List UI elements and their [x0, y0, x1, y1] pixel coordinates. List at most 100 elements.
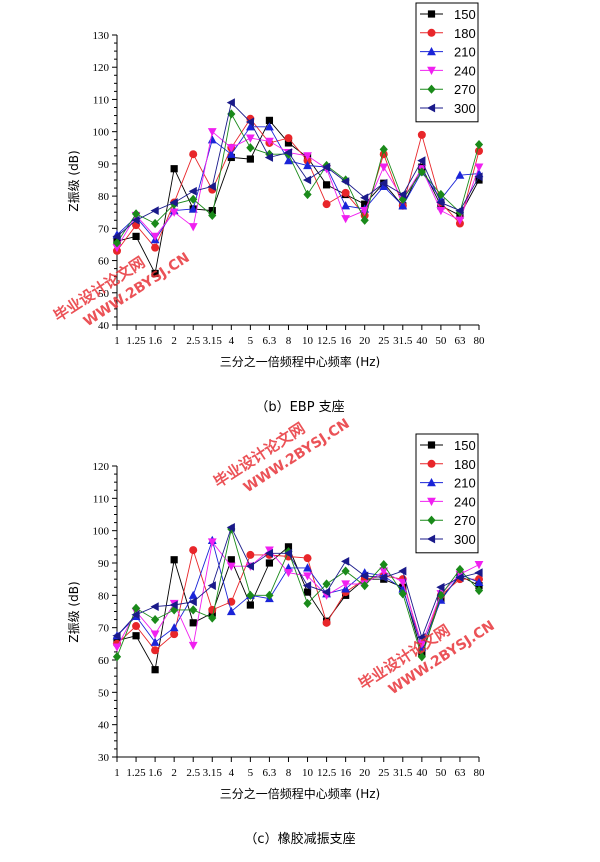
chart-ebp-y-tick-label: 120 [93, 62, 110, 74]
chart-ebp-x-tick-label: 2 [171, 335, 177, 347]
chart-rubber-x-tick-label: 8 [286, 767, 292, 779]
chart-rubber-series-270-point [436, 590, 445, 600]
chart-ebp-series-300-point [207, 182, 216, 191]
chart-rubber-legend-label: 210 [454, 476, 476, 491]
chart-ebp-series-180-point [151, 243, 160, 252]
chart-ebp-series-270-point [379, 144, 388, 154]
chart-rubber-x-tick-label: 3.15 [203, 767, 223, 779]
chart-ebp-series-210-point [245, 122, 255, 131]
chart-rubber-x-tick-label: 63 [454, 767, 466, 779]
chart-rubber-series-270-point [151, 614, 160, 625]
chart-rubber-series-270-point [246, 590, 255, 600]
chart-rubber-series-300-point [321, 587, 331, 597]
chart-rubber-series-300-point [436, 582, 445, 592]
chart-rubber-series-180-point [189, 546, 198, 555]
chart-rubber-series-240-point [474, 561, 484, 570]
chart-ebp-x-tick-label: 1.25 [126, 335, 146, 347]
chart-rubber-series-240-point [341, 580, 351, 589]
chart-ebp-series-150-point [322, 181, 331, 189]
chart-rubber-series [112, 523, 484, 674]
chart-ebp-series-240-point [303, 152, 312, 161]
chart-rubber-series-150-point [284, 543, 293, 551]
chart-rubber-series-300-point [398, 566, 407, 576]
chart-rubber-legend-item-240: 240 [420, 494, 476, 509]
chart-rubber-series-300-point [150, 602, 159, 612]
chart-rubber-legend-label: 180 [454, 457, 476, 472]
chart-rubber-x-tick-label: 12.5 [317, 767, 337, 779]
chart-rubber-series-300-point [131, 610, 140, 620]
chart-ebp-series-270-point [360, 215, 369, 225]
chart-ebp-y-tick-label: 110 [93, 94, 110, 106]
chart-rubber-series-270-point [455, 564, 465, 575]
chart-rubber-y-tick-label: 100 [93, 526, 110, 538]
chart-rubber: 30 40 50 60 70 80 90 100 110 120 1 1.25 1.6 2 2.5 3.15… [67, 433, 485, 847]
chart-ebp-x-tick-label: 2.5 [186, 335, 200, 347]
chart-ebp-legend-label: 300 [454, 101, 476, 116]
chart-ebp-legend-item-210: 210 [420, 45, 476, 60]
chart-rubber-x-tick-label: 10 [302, 767, 314, 779]
chart-ebp-series-150-point [284, 139, 293, 147]
chart-ebp-series-180-point [284, 134, 293, 143]
chart-rubber-series-210-point [303, 563, 312, 572]
chart-rubber-series-270-point [474, 585, 484, 596]
chart-rubber-x-title: 三分之一倍频程中心频率 (Hz) [220, 786, 381, 801]
chart-rubber-x-tick-label: 4 [229, 767, 235, 779]
chart-ebp-series-210-point [455, 170, 465, 179]
chart-rubber-legend-swatch-marker [427, 515, 436, 525]
chart-ebp-caption: （b）EBP 支座 [255, 400, 344, 415]
chart-rubber-x-tick-label: 2 [171, 767, 177, 779]
chart-rubber-x-tick-label: 31.5 [393, 767, 413, 779]
chart-ebp-series-210-point [188, 204, 198, 213]
chart-rubber-series-300-point [112, 631, 121, 641]
watermark-3: 毕业设计论文网 WWW.2BYSJ.CN [355, 618, 497, 698]
chart-ebp-series-240-point [188, 223, 198, 232]
chart-ebp-series-300-point [264, 153, 274, 162]
chart-ebp-y-tick-label: 50 [98, 288, 110, 300]
chart-ebp-legend-swatch-marker [427, 47, 436, 56]
chart-ebp-legend-label: 210 [454, 45, 476, 60]
chart-rubber-series-180-point [322, 618, 331, 627]
chart-ebp-series-180-point [189, 150, 198, 159]
chart-ebp-series-210-point [207, 135, 217, 144]
chart-ebp-series-240-point [379, 163, 389, 172]
chart-ebp-legend-item-270: 270 [420, 82, 476, 97]
chart-rubber-series-270-point [208, 613, 217, 623]
chart-rubber-series-150 [113, 543, 483, 674]
chart-rubber-series-240-point [226, 562, 236, 571]
chart-ebp-series-300-point [379, 178, 388, 188]
chart-ebp-x-tick-label: 12.5 [317, 335, 337, 347]
chart-rubber-x-ticks: 1 1.25 1.6 2 2.5 3.15 4 5 6.3 8 10 12.5 16 20 25 31.5 40… [114, 757, 485, 779]
chart-ebp-series-180 [113, 114, 483, 255]
chart-ebp-x-tick-label: 25 [378, 335, 390, 347]
chart-ebp-series-150-point [170, 165, 178, 173]
chart-rubber-legend-label: 300 [454, 532, 476, 547]
chart-rubber-y-tick-label: 30 [98, 752, 110, 764]
chart-rubber-series-240-point [379, 567, 389, 576]
chart-rubber-legend-swatch-marker [427, 459, 436, 468]
chart-ebp-x-ticks: 1 1.25 1.6 2 2.5 3.15 4 5 6.3 8 10 12.5 16 20 25 31.5 40… [114, 325, 485, 347]
chart-ebp-y-tick-label: 40 [98, 320, 110, 332]
chart-ebp-legend-label: 180 [454, 26, 476, 41]
chart-ebp-legend-swatch-marker [427, 84, 436, 94]
chart-ebp-series-150-point [265, 116, 274, 124]
chart-rubber-series-300-point [360, 571, 369, 581]
chart-rubber-y-tick-label: 40 [98, 720, 110, 732]
chart-ebp-legend-item-150: 150 [420, 7, 476, 22]
chart-rubber-y-tick-label: 50 [98, 687, 110, 699]
chart-ebp-legend-label: 240 [454, 63, 476, 78]
chart-ebp-series-270-point [151, 218, 160, 229]
chart-rubber-y-tick-label: 110 [93, 493, 110, 505]
chart-rubber-x-tick-label: 20 [359, 767, 371, 779]
chart-rubber-x-tick-label: 1.25 [126, 767, 146, 779]
chart-ebp-series-270 [112, 109, 484, 248]
chart-ebp-series-240-point [436, 207, 446, 216]
chart-ebp: 40 50 60 70 80 90 100 110 120 130 1 1.25 1.6 2 2.5 3.1… [67, 2, 485, 415]
chart-rubber-series-300-point [417, 632, 426, 642]
chart-ebp-legend-box [415, 2, 479, 123]
chart-ebp-series-240-point [341, 215, 351, 224]
chart-ebp-legend-swatch-marker [427, 66, 436, 75]
chart-rubber-legend-swatch-marker [427, 441, 436, 449]
chart-ebp-series-150-point [246, 155, 254, 163]
chart-ebp-series-300-point [321, 162, 331, 172]
chart-ebp-series-210-point [265, 122, 274, 131]
